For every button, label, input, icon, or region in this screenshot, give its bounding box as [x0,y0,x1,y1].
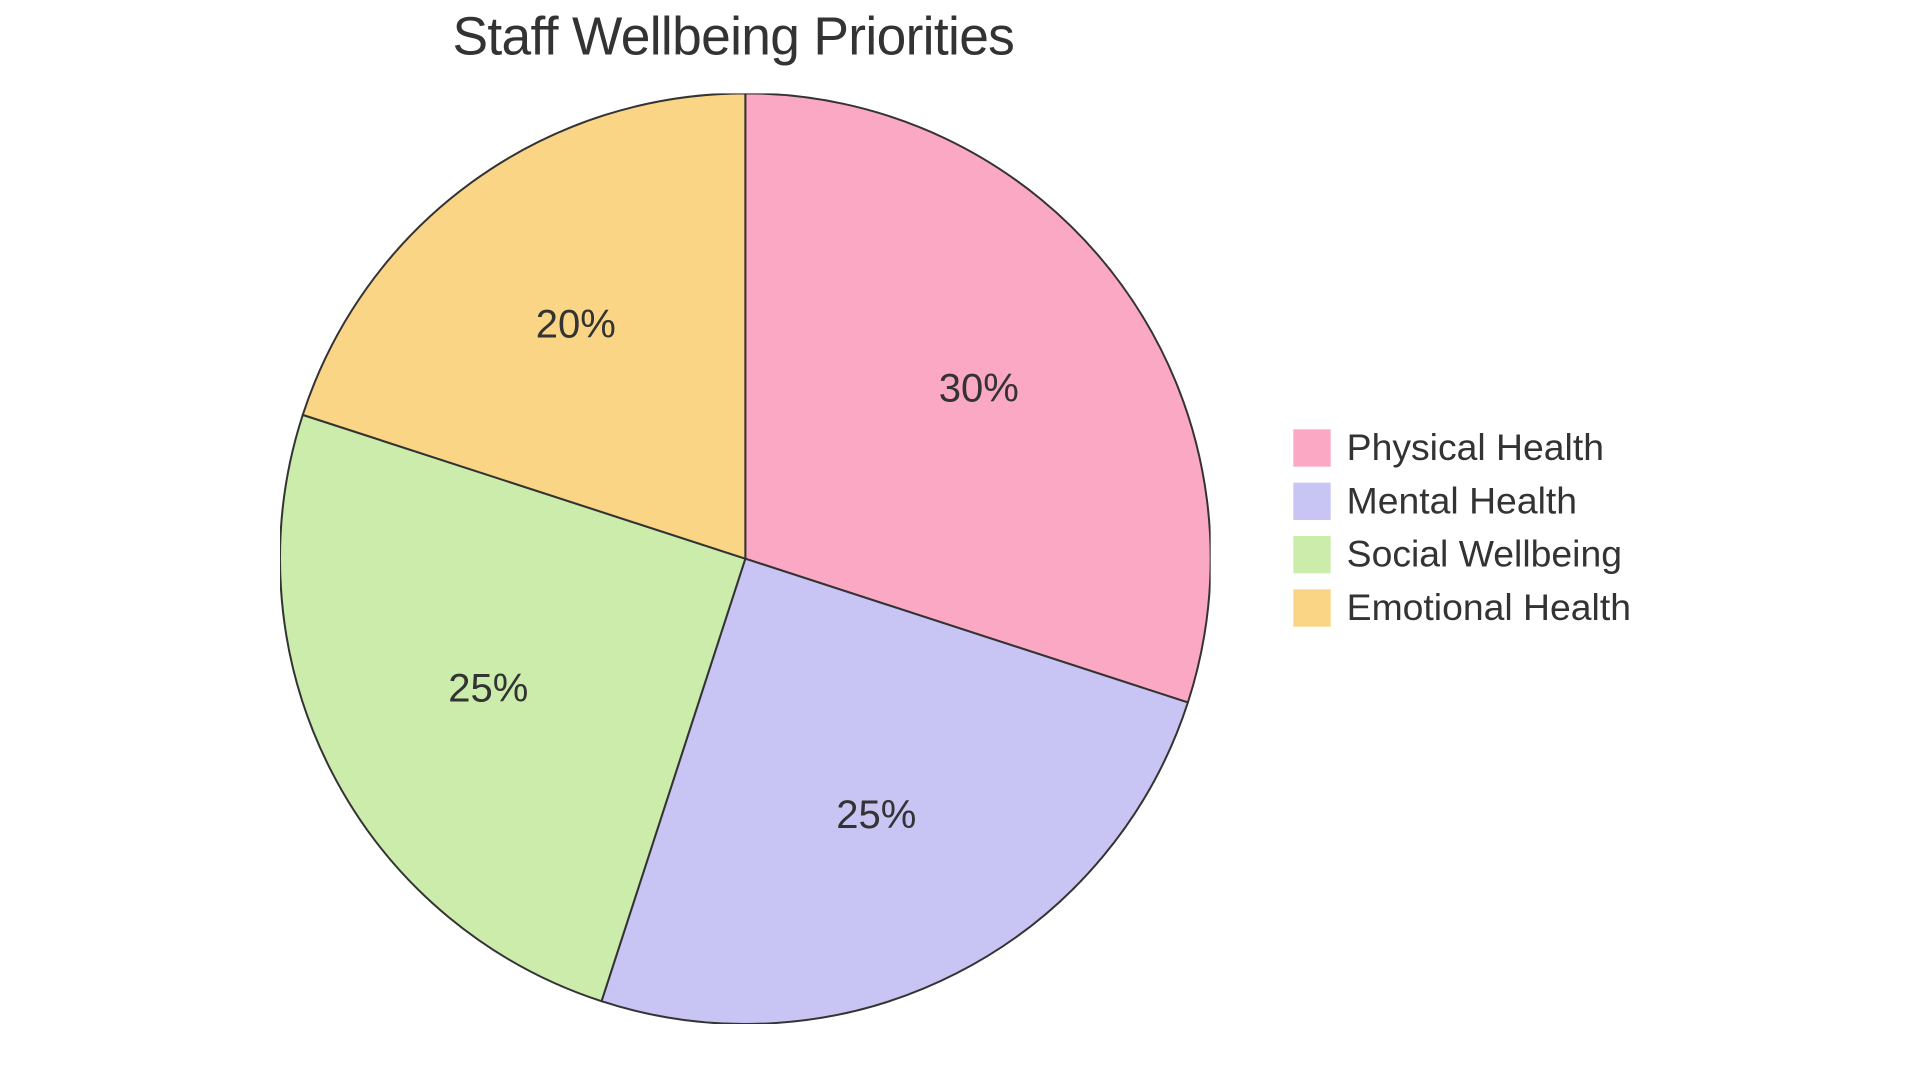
pie-slice-label: 25% [448,667,528,712]
legend-item: Mental Health [1293,480,1631,523]
legend-item: Emotional Health [1293,587,1631,630]
chart-title: Staff Wellbeing Priorities [0,8,1467,68]
legend-label: Mental Health [1347,480,1577,523]
legend-swatch [1293,589,1330,626]
legend: Physical Health Mental Health Social Wellb… [1293,427,1631,630]
pie-slice-label: 20% [536,303,616,348]
legend-swatch [1293,483,1330,520]
pie-slice-label: 30% [939,366,1019,411]
legend-label: Social Wellbeing [1347,533,1622,576]
pie-chart: 30% 25% 25% 20% [280,93,1211,1024]
legend-label: Emotional Health [1347,587,1631,630]
legend-swatch [1293,536,1330,573]
pie-svg [280,93,1211,1024]
pie-slice-label: 25% [836,793,916,838]
legend-item: Social Wellbeing [1293,533,1631,576]
legend-swatch [1293,429,1330,466]
legend-item: Physical Health [1293,427,1631,470]
legend-label: Physical Health [1347,427,1604,470]
